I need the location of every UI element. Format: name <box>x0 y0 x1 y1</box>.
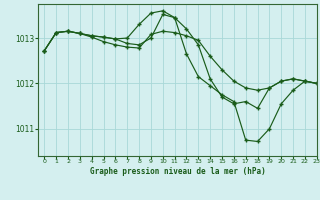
X-axis label: Graphe pression niveau de la mer (hPa): Graphe pression niveau de la mer (hPa) <box>90 167 266 176</box>
